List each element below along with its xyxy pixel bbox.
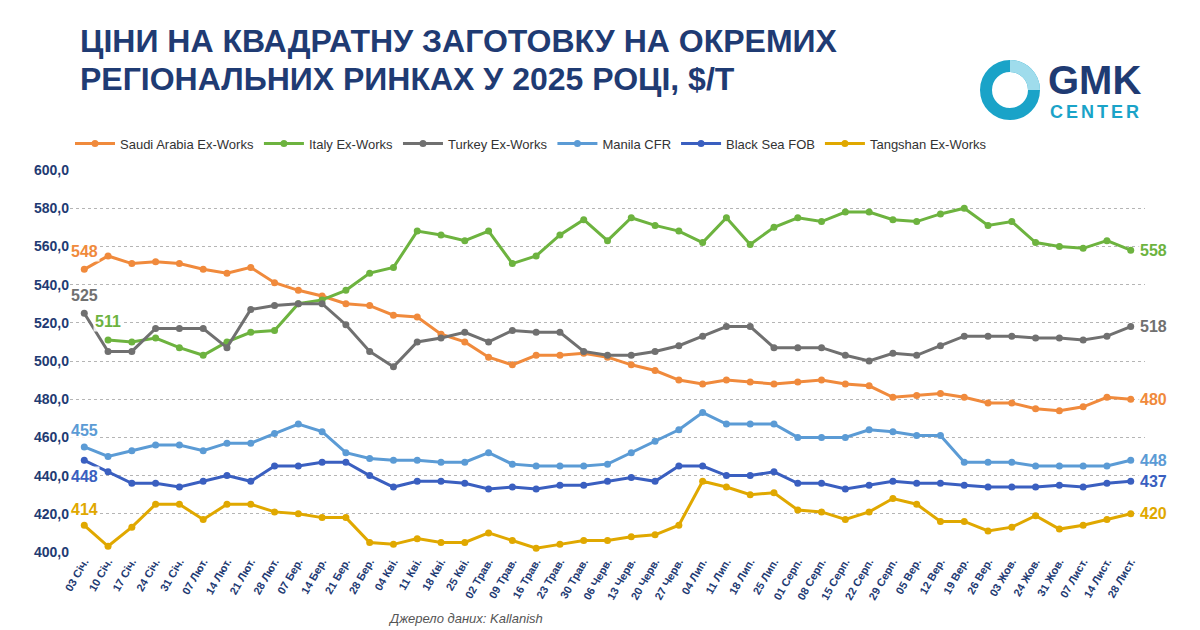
svg-text:CENTER: CENTER [1050, 102, 1142, 122]
html-text:Джерело даних: Kallanish: Джерело даних: Kallanish [390, 611, 543, 626]
svg-text:17 Січ.: 17 Січ. [110, 556, 138, 593]
svg-text:440,0: 440,0 [34, 468, 69, 484]
svg-text:14 Лист.: 14 Лист. [1081, 556, 1113, 600]
svg-text:25 Лип.: 25 Лип. [750, 556, 780, 596]
svg-text:28 Бер.: 28 Бер. [346, 556, 376, 596]
svg-text:09 Трав.: 09 Трав. [486, 556, 519, 600]
svg-text:Black Sea FOB: Black Sea FOB [726, 137, 815, 152]
svg-text:Italy Ex-Works: Italy Ex-Works [309, 137, 393, 152]
svg-text:31 Жов.: 31 Жов. [1035, 556, 1066, 598]
svg-text:448: 448 [71, 468, 98, 485]
svg-text:558: 558 [1140, 242, 1167, 259]
svg-text:14 Бер.: 14 Бер. [299, 556, 329, 596]
svg-text:23 Трав.: 23 Трав. [534, 556, 567, 600]
svg-text:13 Черв.: 13 Черв. [605, 556, 638, 602]
svg-text:525: 525 [71, 287, 98, 304]
svg-text:08 Серп.: 08 Серп. [795, 556, 828, 602]
svg-text:Saudi Arabia Ex-Works: Saudi Arabia Ex-Works [120, 137, 254, 152]
svg-text:548: 548 [71, 243, 98, 260]
svg-text:24 Січ.: 24 Січ. [134, 556, 162, 593]
svg-text:580,0: 580,0 [34, 200, 69, 216]
svg-text:22 Серп.: 22 Серп. [842, 556, 875, 602]
html-text:ЦІНИ НА КВАДРАТНУ ЗАГОТОВКУ НА: ЦІНИ НА КВАДРАТНУ ЗАГОТОВКУ НА ОКРЕМИХ Р… [80, 23, 837, 97]
svg-text:420: 420 [1140, 505, 1167, 522]
svg-text:07 Лист.: 07 Лист. [1058, 556, 1090, 600]
svg-text:28 Лист.: 28 Лист. [1105, 556, 1137, 600]
svg-text:420,0: 420,0 [34, 506, 69, 522]
svg-text:31 Січ.: 31 Січ. [158, 556, 186, 593]
svg-text:19 Вер.: 19 Вер. [941, 556, 971, 596]
svg-text:04 Кві.: 04 Кві. [372, 556, 400, 592]
svg-text:02 Трав.: 02 Трав. [463, 556, 496, 600]
svg-text:14 Лют.: 14 Лют. [203, 556, 233, 596]
svg-text:21 Лют.: 21 Лют. [227, 556, 257, 596]
svg-text:20 Черв.: 20 Черв. [628, 556, 661, 602]
svg-text:455: 455 [71, 422, 98, 439]
svg-text:03 Жов.: 03 Жов. [987, 556, 1018, 598]
svg-text:460,0: 460,0 [34, 429, 69, 445]
svg-text:Manila CFR: Manila CFR [602, 137, 671, 152]
svg-text:480,0: 480,0 [34, 391, 69, 407]
svg-text:27 Черв.: 27 Черв. [652, 556, 685, 602]
svg-text:520,0: 520,0 [34, 315, 69, 331]
svg-text:16 Трав.: 16 Трав. [510, 556, 543, 600]
svg-text:560,0: 560,0 [34, 238, 69, 254]
svg-text:06 Черв.: 06 Черв. [581, 556, 614, 602]
svg-text:600,0: 600,0 [34, 162, 69, 178]
svg-text:480: 480 [1140, 391, 1167, 408]
svg-text:Turkey Ex-Works: Turkey Ex-Works [448, 137, 547, 152]
svg-text:10 Січ.: 10 Січ. [86, 556, 114, 593]
svg-text:GMK: GMK [1048, 58, 1141, 102]
svg-text:12 Вер.: 12 Вер. [917, 556, 947, 596]
svg-text:15 Серп.: 15 Серп. [819, 556, 852, 602]
svg-text:18 Лип.: 18 Лип. [727, 556, 757, 596]
svg-text:11 Кві.: 11 Кві. [396, 556, 424, 592]
svg-text:448: 448 [1140, 452, 1167, 469]
svg-text:400,0: 400,0 [34, 544, 69, 560]
svg-text:25 Кві.: 25 Кві. [443, 556, 471, 592]
svg-text:500,0: 500,0 [34, 353, 69, 369]
svg-text:01 Серп.: 01 Серп. [771, 556, 804, 602]
svg-text:511: 511 [95, 313, 121, 330]
svg-text:414: 414 [71, 501, 98, 518]
svg-text:03 Січ.: 03 Січ. [63, 556, 91, 593]
svg-text:24 Жов.: 24 Жов. [1011, 556, 1042, 598]
svg-text:Tangshan Ex-Works: Tangshan Ex-Works [870, 137, 987, 152]
svg-text:11 Лип.: 11 Лип. [703, 556, 733, 596]
svg-text:05 Вер.: 05 Вер. [893, 556, 923, 596]
svg-text:04 Лип.: 04 Лип. [679, 556, 709, 596]
svg-text:18 Кві.: 18 Кві. [420, 556, 448, 592]
svg-text:437: 437 [1140, 473, 1167, 490]
svg-text:21 Бер.: 21 Бер. [322, 556, 352, 596]
svg-text:26 Вер.: 26 Вер. [965, 556, 995, 596]
svg-text:07 Лют.: 07 Лют. [179, 556, 209, 596]
svg-text:28 Лют.: 28 Лют. [251, 556, 281, 596]
svg-text:07 Бер.: 07 Бер. [275, 556, 305, 596]
svg-text:540,0: 540,0 [34, 277, 69, 293]
svg-text:29 Серп.: 29 Серп. [866, 556, 899, 602]
svg-text:518: 518 [1140, 318, 1167, 335]
svg-text:30 Трав.: 30 Трав. [558, 556, 591, 600]
